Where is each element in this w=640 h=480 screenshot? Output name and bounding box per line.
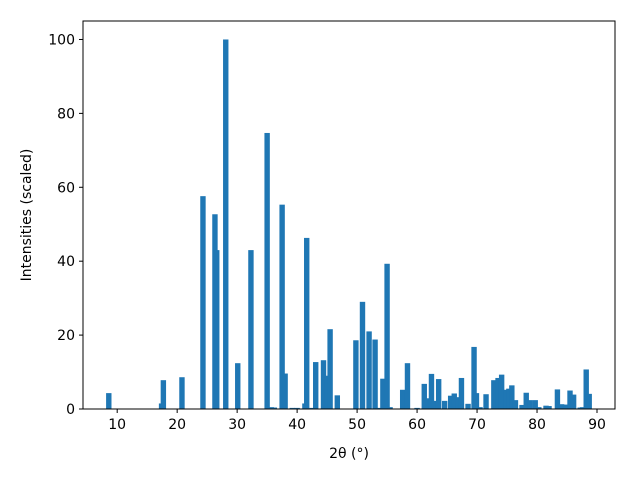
bar [380,378,386,409]
bar [179,377,185,409]
x-tick-label: 80 [528,417,546,433]
bar [519,404,525,409]
x-tick-label: 10 [108,417,126,433]
bar [268,407,275,409]
bar [455,397,462,409]
bar [458,377,465,409]
x-tick-label: 20 [168,417,186,433]
x-axis-label: 2θ (°) [329,446,369,462]
bar [583,369,589,409]
bar [536,407,542,409]
bar [271,407,278,409]
bar [579,407,586,409]
bar [570,394,577,409]
bar [160,380,167,409]
bar [235,363,241,409]
bar [404,363,411,409]
y-tick-label: 100 [48,32,75,48]
bar [532,400,538,409]
bar [512,400,519,409]
bar [567,390,573,409]
x-tick-label: 60 [408,417,426,433]
bar [313,362,319,409]
y-tick-label: 20 [57,328,75,344]
bar [471,346,477,409]
bar [223,39,229,409]
bar [441,400,448,409]
bar [279,204,285,409]
y-tick-label: 40 [57,254,75,270]
bar [506,388,512,409]
bar [527,400,533,409]
bar [554,389,561,409]
x-tick-label: 50 [348,417,366,433]
y-tick-label: 0 [66,402,75,418]
bar [106,393,112,409]
bar [435,379,442,409]
bar [387,407,393,409]
bar [546,406,552,409]
bar [503,389,509,409]
bar [353,340,359,409]
bar [421,383,427,409]
x-tick-label: 40 [288,417,306,433]
bar [414,407,420,409]
bar [324,375,330,409]
bar [431,400,438,409]
bar [334,395,341,409]
x-tick-label: 90 [588,417,606,433]
bar [509,385,515,409]
bar [304,237,310,409]
bar [214,250,220,409]
bar [282,373,288,409]
bar [264,132,270,410]
bar [473,393,480,409]
x-tick-label: 30 [228,417,246,433]
bar [483,394,489,409]
bar [428,373,435,409]
bar [366,331,372,409]
bar [375,407,382,409]
bar [327,329,333,409]
bar [294,407,300,409]
bar [465,403,471,409]
bar [320,360,327,409]
bar [498,374,505,409]
bar [248,250,254,409]
bar [384,263,390,409]
plot-frame [82,20,616,410]
y-tick-label: 60 [57,180,75,196]
bar [495,377,501,409]
y-tick-label: 80 [57,106,75,122]
bar [289,407,296,409]
bar [563,404,569,409]
bar [399,389,406,409]
bar [309,407,315,409]
bar [200,196,206,409]
bar [558,404,565,409]
bar [523,392,529,409]
x-tick-label: 70 [468,417,486,433]
bar [451,393,457,409]
bar [372,339,378,409]
bar [359,301,366,409]
bar [586,393,592,409]
y-axis-label: Intensities (scaled) [19,149,35,282]
bar [543,405,549,409]
bar [477,407,483,409]
bar [447,395,454,409]
bar [491,380,497,409]
